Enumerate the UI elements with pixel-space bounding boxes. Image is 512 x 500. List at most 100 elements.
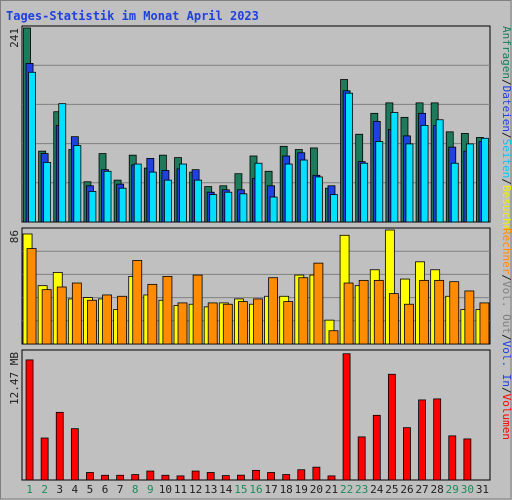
bar-dateien-day-3	[58, 103, 67, 223]
bar-rechner-day-25	[388, 293, 399, 345]
x-tick-label-16: 16	[249, 483, 262, 496]
x-tick-label-21: 21	[325, 483, 338, 496]
right-axis-label-part: /	[500, 132, 512, 139]
bar-dateien-day-22	[345, 92, 353, 223]
right-axis-label-part: Vol. Out	[500, 281, 512, 334]
bar-dateien-day-24	[375, 141, 384, 223]
x-tick-label-7: 7	[117, 483, 124, 496]
panel-bottom: 12.47 MB	[8, 349, 491, 481]
right-axis-label-part: /	[500, 178, 512, 185]
x-tick-label-25: 25	[385, 483, 398, 496]
right-axis-label-part: Dateien	[500, 86, 512, 132]
bar-dateien-day-18	[284, 163, 293, 223]
x-tick-label-14: 14	[219, 483, 233, 496]
x-tick-label-29: 29	[446, 483, 459, 496]
bar-volumen-day-1	[25, 359, 34, 481]
bar-dateien-day-4	[73, 145, 82, 223]
right-axis-label: Anfragen/Dateien/Seiten/Besuche	[500, 26, 512, 231]
bar-volumen-day-7	[116, 474, 125, 481]
bar-dateien-day-14	[224, 191, 233, 223]
bar-volumen-day-17	[267, 472, 275, 481]
bar-rechner-day-12	[192, 274, 203, 345]
x-tick-label-10: 10	[159, 483, 172, 496]
bar-dateien-day-9	[148, 171, 157, 223]
x-tick-label-5: 5	[87, 483, 94, 496]
x-tick-label-8: 8	[132, 483, 139, 496]
bar-rechner-day-28	[434, 279, 445, 345]
bar-volumen-day-4	[70, 428, 79, 481]
x-tick-label-4: 4	[72, 483, 79, 496]
bar-volumen-day-9	[146, 470, 155, 481]
bar-dateien-day-5	[88, 191, 97, 223]
bar-volumen-day-24	[372, 414, 381, 481]
x-tick-label-2: 2	[41, 483, 48, 496]
bar-rechner-day-24	[373, 279, 384, 345]
bar-volumen-day-27	[418, 399, 426, 481]
bar-volumen-day-22	[342, 353, 351, 481]
chart-title: Tages-Statistik im Monat April 2023	[6, 9, 259, 23]
bar-rechner-day-29	[449, 281, 460, 345]
bar-rechner-day-31	[479, 302, 490, 345]
bar-rechner-day-26	[404, 303, 414, 345]
bar-dateien-day-2	[43, 162, 52, 223]
panel-frame	[21, 349, 491, 481]
bar-rechner-day-5	[87, 299, 97, 345]
bar-rechner-day-17	[268, 277, 278, 345]
x-tick-label-31: 31	[476, 483, 489, 496]
bar-dateien-day-8	[133, 163, 142, 223]
bar-rechner-day-2	[41, 289, 52, 345]
bar-rechner-day-30	[464, 290, 475, 345]
right-axis-label-part: Rechner	[500, 228, 512, 275]
bar-volumen-day-11	[176, 475, 185, 481]
bar-volumen-day-12	[191, 470, 200, 481]
bar-dateien-day-13	[209, 194, 218, 223]
bar-volumen-day-13	[206, 472, 215, 481]
right-axis-label-part: /	[500, 79, 512, 86]
bar-rechner-day-9	[147, 283, 158, 345]
bar-dateien-day-7	[118, 187, 127, 223]
bar-rechner-day-19	[298, 277, 309, 345]
bar-dateien-day-25	[390, 112, 399, 223]
bar-volumen-day-16	[252, 469, 260, 481]
right-axis-label-part: Anfragen	[500, 26, 512, 79]
bar-dateien-day-16	[254, 162, 263, 223]
x-tick-label-3: 3	[56, 483, 63, 496]
bar-volumen-day-20	[312, 466, 321, 481]
right-axis-label-part: Volumen	[500, 394, 512, 440]
bar-volumen-day-5	[86, 472, 94, 481]
bar-dateien-day-17	[269, 196, 278, 223]
x-tick-label-24: 24	[370, 483, 384, 496]
bar-dateien-day-6	[103, 170, 112, 223]
panel-middle: 86	[8, 227, 491, 345]
bar-rechner-day-3	[56, 286, 67, 345]
bar-dateien-day-28	[435, 119, 444, 223]
bar-dateien-day-31	[481, 137, 489, 223]
bar-dateien-day-11	[179, 163, 187, 223]
bar-volumen-day-2	[40, 437, 49, 481]
right-axis-label-part: Vol. In	[500, 341, 512, 387]
x-tick-label-18: 18	[280, 483, 293, 496]
panel-max-label: 12.47 MB	[8, 352, 21, 405]
bar-volumen-day-21	[327, 475, 336, 481]
bar-volumen-day-26	[403, 427, 411, 481]
x-tick-label-15: 15	[234, 483, 247, 496]
x-tick-label-22: 22	[340, 483, 353, 496]
bar-dateien-day-26	[405, 143, 414, 223]
bar-rechner-day-23	[358, 279, 369, 345]
bar-volumen-day-8	[131, 474, 140, 481]
bar-rechner-day-14	[222, 303, 233, 345]
bar-rechner-day-8	[132, 260, 143, 345]
bar-rechner-day-13	[207, 302, 218, 345]
bar-rechner-day-20	[313, 262, 324, 345]
bar-rechner-day-15	[238, 301, 248, 345]
x-tick-label-11: 11	[174, 483, 187, 496]
bar-rechner-day-27	[419, 279, 429, 345]
bar-volumen-day-15	[237, 474, 245, 481]
bar-volumen-day-18	[282, 474, 291, 481]
bar-volumen-day-30	[463, 438, 472, 481]
bar-volumen-day-6	[101, 474, 109, 481]
x-tick-label-30: 30	[461, 483, 474, 496]
